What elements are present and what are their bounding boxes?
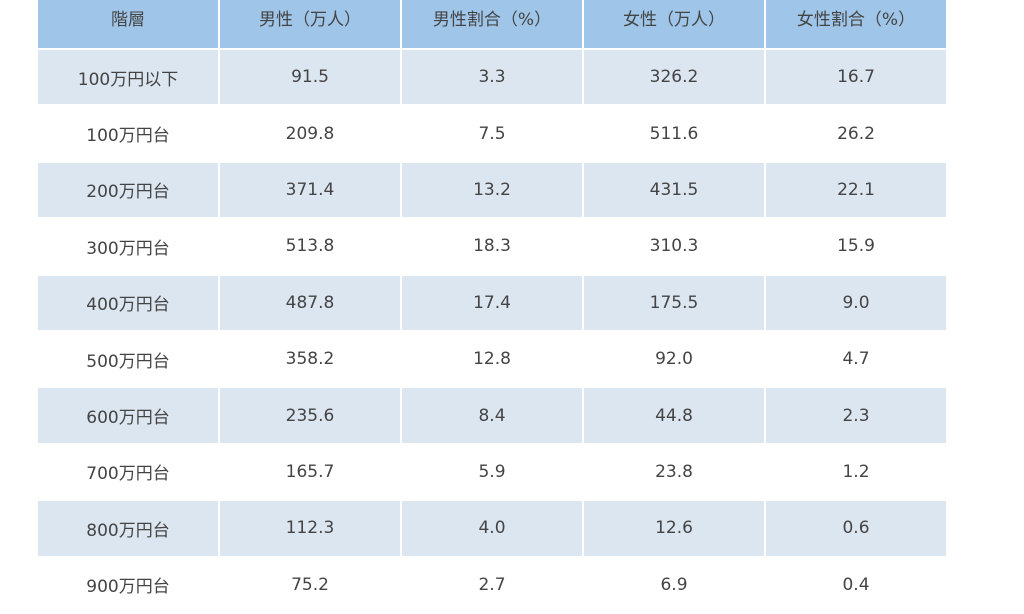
table-cell: 209.8 — [220, 106, 400, 161]
table-cell: 5.9 — [402, 444, 582, 500]
table-row: 900万円台 75.2 2.7 6.9 0.4 — [38, 557, 946, 612]
header-cell: 男性（万人） — [220, 0, 400, 48]
table-cell: 371.4 — [220, 162, 400, 218]
table-row: 300万円台 513.8 18.3 310.3 15.9 — [38, 219, 946, 274]
table-cell: 487.8 — [220, 275, 400, 330]
row-label: 300万円台 — [38, 219, 218, 274]
table-cell: 4.7 — [766, 331, 946, 387]
table-cell: 165.7 — [220, 444, 400, 500]
table-cell: 511.6 — [584, 106, 764, 161]
table-row: 200万円台 371.4 13.2 431.5 22.1 — [38, 162, 946, 218]
row-label: 600万円台 — [38, 388, 218, 443]
row-label: 100万円以下 — [38, 50, 218, 105]
row-label: 700万円台 — [38, 444, 218, 500]
header-cell: 女性（万人） — [584, 0, 764, 48]
table-cell: 326.2 — [584, 50, 764, 105]
table-row: 400万円台 487.8 17.4 175.5 9.0 — [38, 275, 946, 330]
table-cell: 112.3 — [220, 501, 400, 556]
table-cell: 26.2 — [766, 106, 946, 161]
table-cell: 44.8 — [584, 388, 764, 443]
income-table: 階層 男性（万人） 男性割合（%） 女性（万人） 女性割合（%） 100万円以下 91.5… — [36, 0, 948, 614]
table-cell: 0.6 — [766, 501, 946, 556]
table-row: 600万円台 235.6 8.4 44.8 2.3 — [38, 388, 946, 443]
table-cell: 17.4 — [402, 275, 582, 330]
table-row: 100万円以下 91.5 3.3 326.2 16.7 — [38, 50, 946, 105]
table-row: 100万円台 209.8 7.5 511.6 26.2 — [38, 106, 946, 161]
header-cell: 女性割合（%） — [766, 0, 946, 48]
table-cell: 23.8 — [584, 444, 764, 500]
table-cell: 12.8 — [402, 331, 582, 387]
table-row: 700万円台 165.7 5.9 23.8 1.2 — [38, 444, 946, 500]
table-row: 500万円台 358.2 12.8 92.0 4.7 — [38, 331, 946, 387]
table-cell: 75.2 — [220, 557, 400, 612]
table-row: 800万円台 112.3 4.0 12.6 0.6 — [38, 501, 946, 556]
table-cell: 8.4 — [402, 388, 582, 443]
table-cell: 7.5 — [402, 106, 582, 161]
table-cell: 4.0 — [402, 501, 582, 556]
row-label: 500万円台 — [38, 331, 218, 387]
table-cell: 310.3 — [584, 219, 764, 274]
table-cell: 92.0 — [584, 331, 764, 387]
table-cell: 16.7 — [766, 50, 946, 105]
header-cell: 男性割合（%） — [402, 0, 582, 48]
table-cell: 15.9 — [766, 219, 946, 274]
table-cell: 1.2 — [766, 444, 946, 500]
row-label: 400万円台 — [38, 275, 218, 330]
table-cell: 175.5 — [584, 275, 764, 330]
row-label: 200万円台 — [38, 162, 218, 218]
table-cell: 13.2 — [402, 162, 582, 218]
table-cell: 22.1 — [766, 162, 946, 218]
table-cell: 9.0 — [766, 275, 946, 330]
table-cell: 235.6 — [220, 388, 400, 443]
table-body: 100万円以下 91.5 3.3 326.2 16.7 100万円台 209.8 7.5 511… — [38, 50, 946, 612]
table-cell: 91.5 — [220, 50, 400, 105]
table-cell: 513.8 — [220, 219, 400, 274]
row-label: 900万円台 — [38, 557, 218, 612]
table-cell: 0.4 — [766, 557, 946, 612]
table-cell: 18.3 — [402, 219, 582, 274]
table-cell: 2.7 — [402, 557, 582, 612]
table-header: 階層 男性（万人） 男性割合（%） 女性（万人） 女性割合（%） — [38, 0, 946, 48]
row-label: 800万円台 — [38, 501, 218, 556]
table-cell: 431.5 — [584, 162, 764, 218]
header-cell: 階層 — [38, 0, 218, 48]
table-cell: 358.2 — [220, 331, 400, 387]
header-row: 階層 男性（万人） 男性割合（%） 女性（万人） 女性割合（%） — [38, 0, 946, 48]
table-cell: 12.6 — [584, 501, 764, 556]
row-label: 100万円台 — [38, 106, 218, 161]
table-cell: 2.3 — [766, 388, 946, 443]
table-cell: 6.9 — [584, 557, 764, 612]
table-cell: 3.3 — [402, 50, 582, 105]
